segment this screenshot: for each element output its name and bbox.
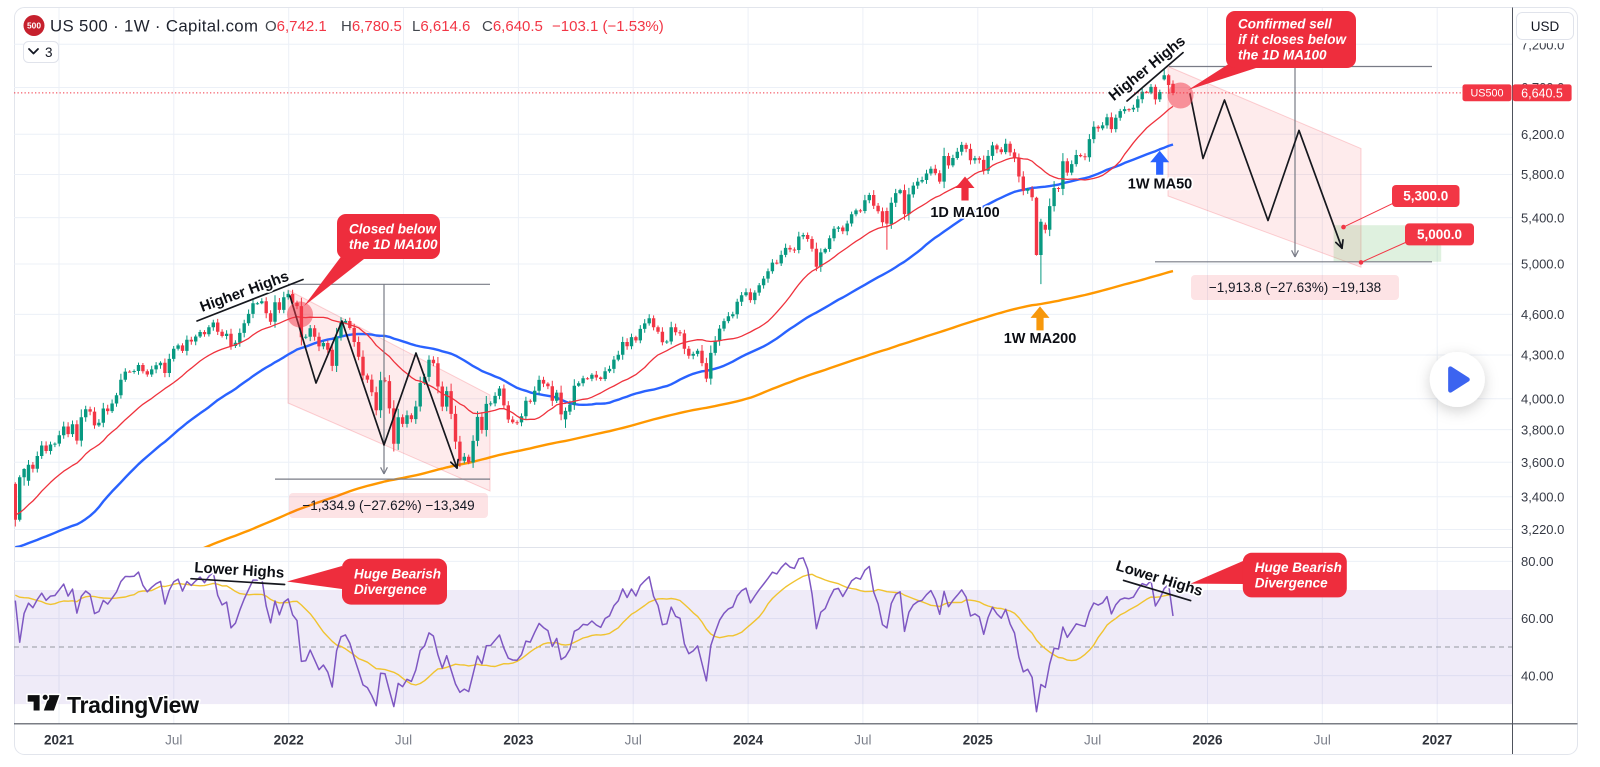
- svg-text:−1,334.9 (−27.62%) −13,349: −1,334.9 (−27.62%) −13,349: [302, 498, 474, 513]
- svg-text:2021: 2021: [44, 733, 75, 748]
- svg-text:Jul: Jul: [1314, 733, 1331, 748]
- svg-text:5,000.0: 5,000.0: [1521, 257, 1564, 272]
- svg-text:1W MA50: 1W MA50: [1128, 177, 1192, 193]
- svg-text:Jul: Jul: [165, 733, 182, 748]
- svg-text:3: 3: [45, 45, 53, 60]
- svg-text:Divergence: Divergence: [354, 582, 427, 597]
- svg-text:US 500 · 1W · Capital.com: US 500 · 1W · Capital.com: [50, 17, 258, 36]
- svg-text:Closed below: Closed below: [349, 221, 438, 236]
- svg-text:6,640.5: 6,640.5: [1521, 86, 1563, 100]
- svg-text:2022: 2022: [274, 733, 304, 748]
- svg-text:5,000.0: 5,000.0: [1417, 227, 1462, 242]
- svg-text:Jul: Jul: [395, 733, 412, 748]
- svg-text:1W MA200: 1W MA200: [1004, 331, 1077, 347]
- svg-text:Jul: Jul: [625, 733, 642, 748]
- svg-text:5,800.0: 5,800.0: [1521, 167, 1564, 182]
- svg-text:2025: 2025: [963, 733, 994, 748]
- svg-text:40.00: 40.00: [1521, 669, 1554, 684]
- svg-text:500: 500: [27, 21, 41, 31]
- svg-text:3,400.0: 3,400.0: [1521, 489, 1564, 504]
- svg-text:Confirmed sell: Confirmed sell: [1238, 17, 1332, 32]
- svg-text:Jul: Jul: [1084, 733, 1101, 748]
- svg-text:Jul: Jul: [854, 733, 871, 748]
- svg-text:2023: 2023: [503, 733, 534, 748]
- svg-text:L6,614.6: L6,614.6: [412, 18, 470, 35]
- svg-text:5,400.0: 5,400.0: [1521, 210, 1564, 225]
- svg-text:Huge Bearish: Huge Bearish: [1255, 560, 1342, 575]
- svg-text:4,600.0: 4,600.0: [1521, 307, 1564, 322]
- svg-text:O6,742.1: O6,742.1: [265, 18, 327, 35]
- svg-text:4,000.0: 4,000.0: [1521, 391, 1564, 406]
- svg-text:TradingView: TradingView: [67, 692, 199, 718]
- svg-text:1D MA100: 1D MA100: [930, 205, 999, 221]
- svg-text:if it closes below: if it closes below: [1238, 32, 1348, 47]
- svg-text:Divergence: Divergence: [1255, 576, 1328, 591]
- svg-text:2024: 2024: [733, 733, 764, 748]
- svg-text:the 1D MA100: the 1D MA100: [1238, 48, 1327, 63]
- svg-text:4,300.0: 4,300.0: [1521, 348, 1564, 363]
- svg-text:3,220.0: 3,220.0: [1521, 522, 1564, 537]
- svg-text:C6,640.5: C6,640.5: [482, 18, 543, 35]
- svg-text:H6,780.5: H6,780.5: [341, 18, 402, 35]
- svg-text:6,200.0: 6,200.0: [1521, 127, 1564, 142]
- svg-text:Huge Bearish: Huge Bearish: [354, 567, 441, 582]
- svg-text:60.00: 60.00: [1521, 611, 1554, 626]
- svg-text:US500: US500: [1470, 88, 1503, 100]
- svg-text:−1,913.8 (−27.63%) −19,138: −1,913.8 (−27.63%) −19,138: [1209, 280, 1381, 295]
- svg-text:the 1D MA100: the 1D MA100: [349, 237, 438, 252]
- svg-text:−103.1 (−1.53%): −103.1 (−1.53%): [552, 18, 664, 35]
- svg-text:80.00: 80.00: [1521, 554, 1554, 569]
- svg-text:3,800.0: 3,800.0: [1521, 422, 1564, 437]
- svg-text:2027: 2027: [1422, 733, 1452, 748]
- svg-text:3,600.0: 3,600.0: [1521, 455, 1564, 470]
- svg-text:5,300.0: 5,300.0: [1403, 189, 1448, 204]
- svg-text:USD: USD: [1531, 19, 1560, 34]
- svg-text:2026: 2026: [1192, 733, 1223, 748]
